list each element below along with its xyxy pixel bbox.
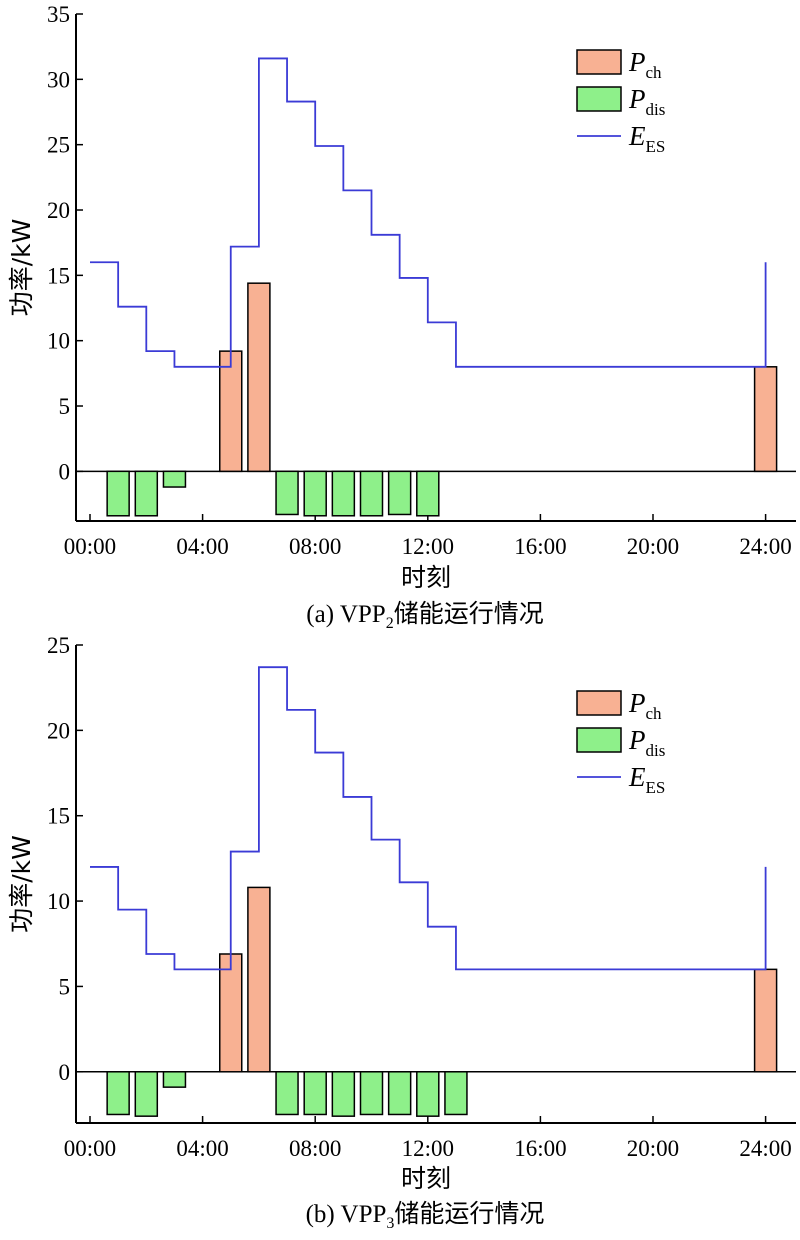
- y-tick-label: 0: [59, 459, 71, 484]
- bar-dis: [134, 470, 159, 517]
- x-tick-label: 00:00: [64, 1136, 116, 1161]
- bar-dis: [106, 1071, 130, 1116]
- bar-ch: [247, 886, 271, 1073]
- legend-label-es: EES: [628, 762, 665, 797]
- y-tick-label: 25: [47, 133, 70, 158]
- bar-dis: [134, 1071, 159, 1117]
- legend-label-dis: Pdis: [628, 725, 665, 760]
- chart-panel-a: 0 5 10 15 20 25 30 35 00:00 04:00 08:00 12:00 16:00 2…: [7, 2, 796, 632]
- bar-dis: [331, 470, 356, 517]
- legend-label-ch: Pch: [628, 47, 662, 82]
- x-tick-label: 16:00: [514, 534, 566, 559]
- y-tick-label: 5: [59, 974, 71, 999]
- x-tick-label: 08:00: [289, 1136, 341, 1161]
- legend-swatch-dis: [576, 727, 622, 753]
- bar-dis: [359, 470, 384, 517]
- x-tick-label: 08:00: [289, 534, 341, 559]
- x-tick-label: 04:00: [176, 1136, 228, 1161]
- bar-dis: [444, 1071, 468, 1116]
- bar-dis: [387, 470, 412, 516]
- panel-caption: (a) VPP2储能运行情况: [306, 599, 543, 632]
- series-line-es: [90, 666, 767, 971]
- y-tick-label: 30: [47, 67, 70, 92]
- x-tick-label: 16:00: [514, 1136, 566, 1161]
- bar-dis: [162, 470, 187, 488]
- panel-caption: (b) VPP3储能运行情况: [306, 1199, 545, 1232]
- legend-swatch-ch: [576, 49, 622, 75]
- bar-dis: [331, 1071, 356, 1117]
- bar-ch: [219, 953, 243, 1073]
- x-axis-title: 时刻: [401, 563, 451, 592]
- chart-panel-b: 0 5 10 15 20 25 00:00 04:00 08:00 12:00 16:00 20:00…: [7, 633, 796, 1232]
- x-axis-title: 时刻: [401, 1164, 451, 1193]
- x-tick-label: 20:00: [627, 1136, 679, 1161]
- bar-dis: [303, 1071, 327, 1116]
- y-tick-label: 15: [47, 263, 70, 288]
- y-tick-label: 20: [47, 718, 70, 743]
- x-tick-label: 24:00: [739, 1136, 791, 1161]
- y-tick-label: 20: [47, 198, 70, 223]
- legend-label-dis: Pdis: [628, 84, 665, 119]
- legend-label-es: EES: [628, 121, 665, 156]
- x-tick-label: 00:00: [64, 534, 116, 559]
- bar-ch: [753, 968, 778, 1073]
- y-tick-label: 15: [47, 804, 70, 829]
- y-tick-label: 10: [47, 889, 70, 914]
- bar-dis: [275, 470, 299, 516]
- y-tick-label: 10: [47, 329, 70, 354]
- bar-dis: [416, 1071, 440, 1117]
- legend-label-ch: Pch: [628, 688, 662, 723]
- bar-dis: [303, 470, 327, 517]
- series-line-es: [90, 57, 767, 368]
- x-tick-label: 24:00: [739, 534, 791, 559]
- y-tick-label: 5: [59, 394, 71, 419]
- y-axis-title: 功率/kW: [7, 835, 36, 933]
- bar-dis: [359, 1071, 384, 1116]
- y-tick-label: 25: [47, 633, 70, 658]
- x-tick-label: 12:00: [402, 534, 454, 559]
- bar-ch: [247, 282, 271, 473]
- bar-dis: [162, 1071, 187, 1088]
- y-tick-label: 35: [47, 2, 70, 27]
- legend-swatch-ch: [576, 690, 622, 716]
- bar-ch: [219, 350, 243, 473]
- x-tick-label: 20:00: [627, 534, 679, 559]
- y-tick-label: 0: [59, 1060, 71, 1085]
- bar-dis: [106, 470, 130, 517]
- bar-dis: [387, 1071, 412, 1116]
- x-tick-label: 04:00: [176, 534, 228, 559]
- y-axis-title: 功率/kW: [7, 219, 36, 317]
- bar-ch: [753, 366, 778, 473]
- x-tick-label: 12:00: [402, 1136, 454, 1161]
- bar-dis: [275, 1071, 299, 1116]
- bar-dis: [416, 470, 440, 517]
- legend-swatch-dis: [576, 86, 622, 112]
